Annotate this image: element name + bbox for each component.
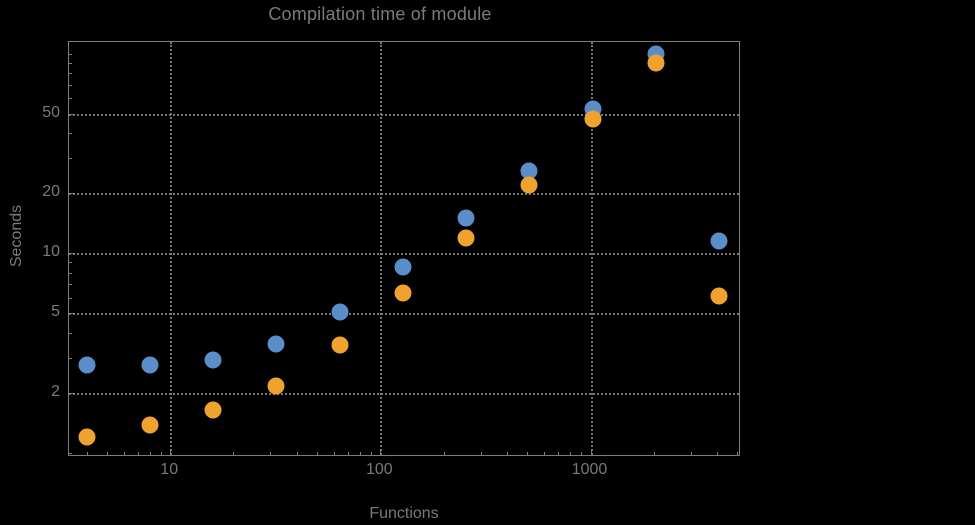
data-point[interactable] <box>141 356 159 374</box>
x-axis-tick-minor <box>653 452 655 456</box>
gridline-horizontal <box>69 193 739 196</box>
y-axis-tick-label: 50 <box>42 104 60 122</box>
y-axis-tick-minor <box>68 98 72 100</box>
plot-area <box>68 41 740 456</box>
x-axis-tick-minor <box>347 452 349 456</box>
x-axis-tick-minor <box>160 452 162 456</box>
gridline-vertical <box>380 42 383 455</box>
x-axis-tick-minor <box>543 452 545 456</box>
y-axis-tick-major <box>68 313 75 315</box>
x-axis-tick-minor <box>333 452 335 456</box>
x-axis-tick-minor <box>270 452 272 456</box>
data-point[interactable] <box>520 162 538 180</box>
data-point[interactable] <box>267 377 285 395</box>
x-axis-tick-major <box>380 449 382 456</box>
x-axis-tick-minor <box>580 452 582 456</box>
data-point[interactable] <box>457 209 475 227</box>
x-axis-tick-minor <box>123 452 125 456</box>
y-axis-tick-major <box>68 392 75 394</box>
x-axis-tick-label: 10 <box>160 461 179 478</box>
data-point[interactable] <box>267 335 285 353</box>
x-axis-tick-label: 1000 <box>571 461 608 478</box>
x-axis-tick-minor <box>506 452 508 456</box>
x-axis-tick-minor <box>717 452 719 456</box>
x-axis-tick-minor <box>480 452 482 456</box>
x-axis-tick-minor <box>149 452 151 456</box>
y-axis-tick-minor <box>68 63 72 65</box>
data-point[interactable] <box>710 232 728 250</box>
data-point[interactable] <box>647 54 665 72</box>
data-point[interactable] <box>584 110 602 128</box>
y-axis-tick-minor <box>68 84 72 86</box>
data-point[interactable] <box>394 258 412 276</box>
data-point[interactable] <box>520 176 538 194</box>
gridline-horizontal <box>69 114 739 117</box>
x-axis-tick-minor <box>570 452 572 456</box>
x-axis-tick-minor <box>359 452 361 456</box>
x-axis-tick-major <box>170 449 172 456</box>
y-axis-tick-label: 5 <box>51 303 60 321</box>
x-axis-tick-major <box>590 449 592 456</box>
y-axis-tick-minor <box>68 158 72 160</box>
x-axis-tick-minor <box>106 452 108 456</box>
y-axis-tick-label: 20 <box>42 183 60 201</box>
gridline-vertical <box>170 42 173 455</box>
x-axis-tick-minor <box>370 452 372 456</box>
chart-title: Compilation time of module <box>268 4 492 24</box>
gridline-horizontal <box>69 313 739 316</box>
x-axis-tick-labels: 10 100 1000 <box>68 461 740 485</box>
y-axis-tick-minor <box>68 297 72 299</box>
gridline-vertical <box>590 42 593 455</box>
data-point[interactable] <box>394 284 412 302</box>
y-axis-tick-major <box>68 193 75 195</box>
x-axis-tick-minor <box>443 452 445 456</box>
y-axis-tick-major <box>68 114 75 116</box>
y-axis-tick-label: 10 <box>42 243 60 261</box>
gridline-horizontal <box>69 253 739 256</box>
x-axis-tick-minor <box>317 452 319 456</box>
plot-inner <box>68 42 739 456</box>
x-axis-tick-minor <box>233 452 235 456</box>
data-point[interactable] <box>204 401 222 419</box>
y-axis-tick-major <box>68 253 75 255</box>
x-axis-tick-minor <box>557 452 559 456</box>
data-point[interactable] <box>331 303 349 321</box>
y-axis-tick-minor <box>68 272 72 274</box>
x-axis-tick-minor <box>86 452 88 456</box>
y-axis-tick-minor <box>68 73 72 75</box>
x-axis-tick-minor <box>527 452 529 456</box>
y-axis-tick-minor <box>68 357 72 359</box>
y-axis-tick-minor <box>68 262 72 264</box>
data-point[interactable] <box>710 287 728 305</box>
data-point[interactable] <box>204 351 222 369</box>
x-axis-tick-minor <box>690 452 692 456</box>
y-axis-tick-label: 2 <box>51 382 60 400</box>
x-axis-tick-minor <box>137 452 139 456</box>
y-axis-tick-minor <box>68 54 72 56</box>
gridline-horizontal <box>69 392 739 395</box>
x-axis-tick-label: 100 <box>365 461 393 478</box>
data-point[interactable] <box>78 356 96 374</box>
y-axis-tick-minor <box>68 284 72 286</box>
y-axis-tick-minor <box>68 332 72 334</box>
data-point[interactable] <box>331 336 349 354</box>
data-point[interactable] <box>78 428 96 446</box>
x-axis-tick-minor <box>296 452 298 456</box>
y-axis-tick-minor <box>68 133 72 135</box>
y-axis-tick-labels: 2 5 10 20 50 <box>0 41 60 456</box>
x-axis-tick-minor <box>737 452 739 456</box>
y-axis-tick-minor <box>68 452 72 454</box>
data-point[interactable] <box>141 416 159 434</box>
data-point[interactable] <box>457 229 475 247</box>
x-axis-title: Functions <box>369 505 439 522</box>
